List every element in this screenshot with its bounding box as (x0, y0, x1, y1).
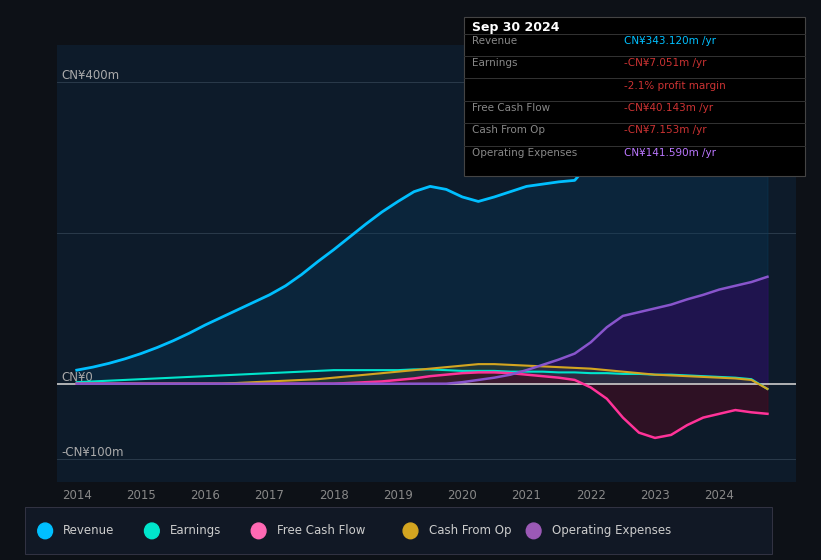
Text: Free Cash Flow: Free Cash Flow (472, 103, 550, 113)
Text: CN¥400m: CN¥400m (62, 69, 119, 82)
Text: -CN¥7.153m /yr: -CN¥7.153m /yr (624, 125, 707, 136)
Text: Revenue: Revenue (472, 36, 517, 46)
Text: -CN¥100m: -CN¥100m (62, 446, 124, 459)
Text: Earnings: Earnings (170, 524, 222, 538)
Text: -CN¥40.143m /yr: -CN¥40.143m /yr (624, 103, 713, 113)
Text: CN¥343.120m /yr: CN¥343.120m /yr (624, 36, 716, 46)
Text: Operating Expenses: Operating Expenses (472, 148, 577, 158)
Text: Operating Expenses: Operating Expenses (552, 524, 671, 538)
Text: Cash From Op: Cash From Op (429, 524, 511, 538)
Text: CN¥141.590m /yr: CN¥141.590m /yr (624, 148, 716, 158)
Text: Sep 30 2024: Sep 30 2024 (472, 21, 560, 34)
Text: Cash From Op: Cash From Op (472, 125, 545, 136)
Text: Free Cash Flow: Free Cash Flow (277, 524, 365, 538)
Text: Earnings: Earnings (472, 58, 517, 68)
Text: CN¥0: CN¥0 (62, 371, 93, 384)
Text: Revenue: Revenue (63, 524, 115, 538)
Text: -2.1% profit margin: -2.1% profit margin (624, 81, 726, 91)
Text: -CN¥7.051m /yr: -CN¥7.051m /yr (624, 58, 706, 68)
